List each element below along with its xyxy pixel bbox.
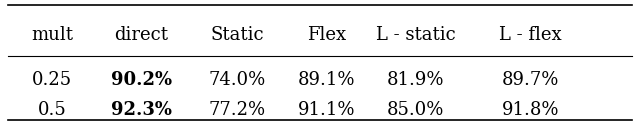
Text: 77.2%: 77.2% [209,101,266,120]
Text: mult: mult [31,26,74,44]
Text: 90.2%: 90.2% [111,71,172,89]
Text: 0.5: 0.5 [38,101,67,120]
Text: 89.1%: 89.1% [298,71,355,89]
Text: 91.8%: 91.8% [502,101,559,120]
Text: 81.9%: 81.9% [387,71,444,89]
Text: Flex: Flex [307,26,346,44]
Text: 0.25: 0.25 [32,71,72,89]
Text: 74.0%: 74.0% [209,71,266,89]
Text: L - flex: L - flex [499,26,561,44]
Text: Static: Static [211,26,264,44]
Text: 91.1%: 91.1% [298,101,355,120]
Text: L - static: L - static [376,26,456,44]
Text: direct: direct [115,26,168,44]
Text: 85.0%: 85.0% [387,101,444,120]
Text: 89.7%: 89.7% [502,71,559,89]
Text: 92.3%: 92.3% [111,101,172,120]
